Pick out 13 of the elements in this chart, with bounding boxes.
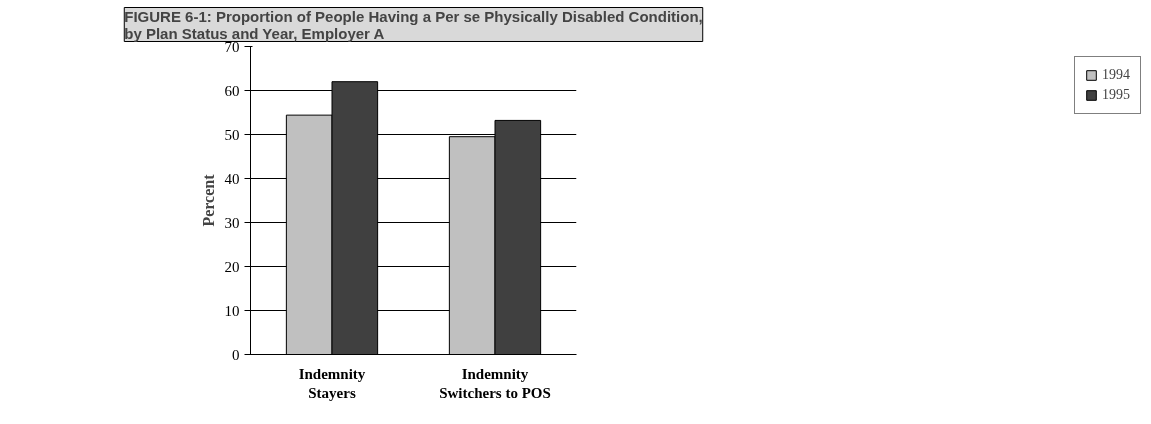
y-tick-label: 10 (224, 302, 240, 319)
legend-label: 1995 (1102, 87, 1130, 103)
chart-title: FIGURE 6-1: Proportion of People Having a Per se Physically Disabled Condition, by Plan Status and Year, Employer A (124, 7, 703, 42)
y-tick-label: 0 (232, 346, 240, 363)
y-tick-label: 50 (224, 126, 240, 143)
x-tick-label: Indemnity Switchers to POS (439, 365, 551, 401)
y-axis-title: Percent (199, 173, 217, 227)
x-tick-label: Indemnity Stayers (298, 365, 366, 401)
legend-label: 1994 (1102, 67, 1130, 83)
y-tick-label: 40 (224, 170, 240, 187)
y-tick-label: 20 (224, 258, 240, 275)
y-tick-label: 30 (224, 214, 240, 231)
y-tick-label: 60 (224, 82, 240, 99)
